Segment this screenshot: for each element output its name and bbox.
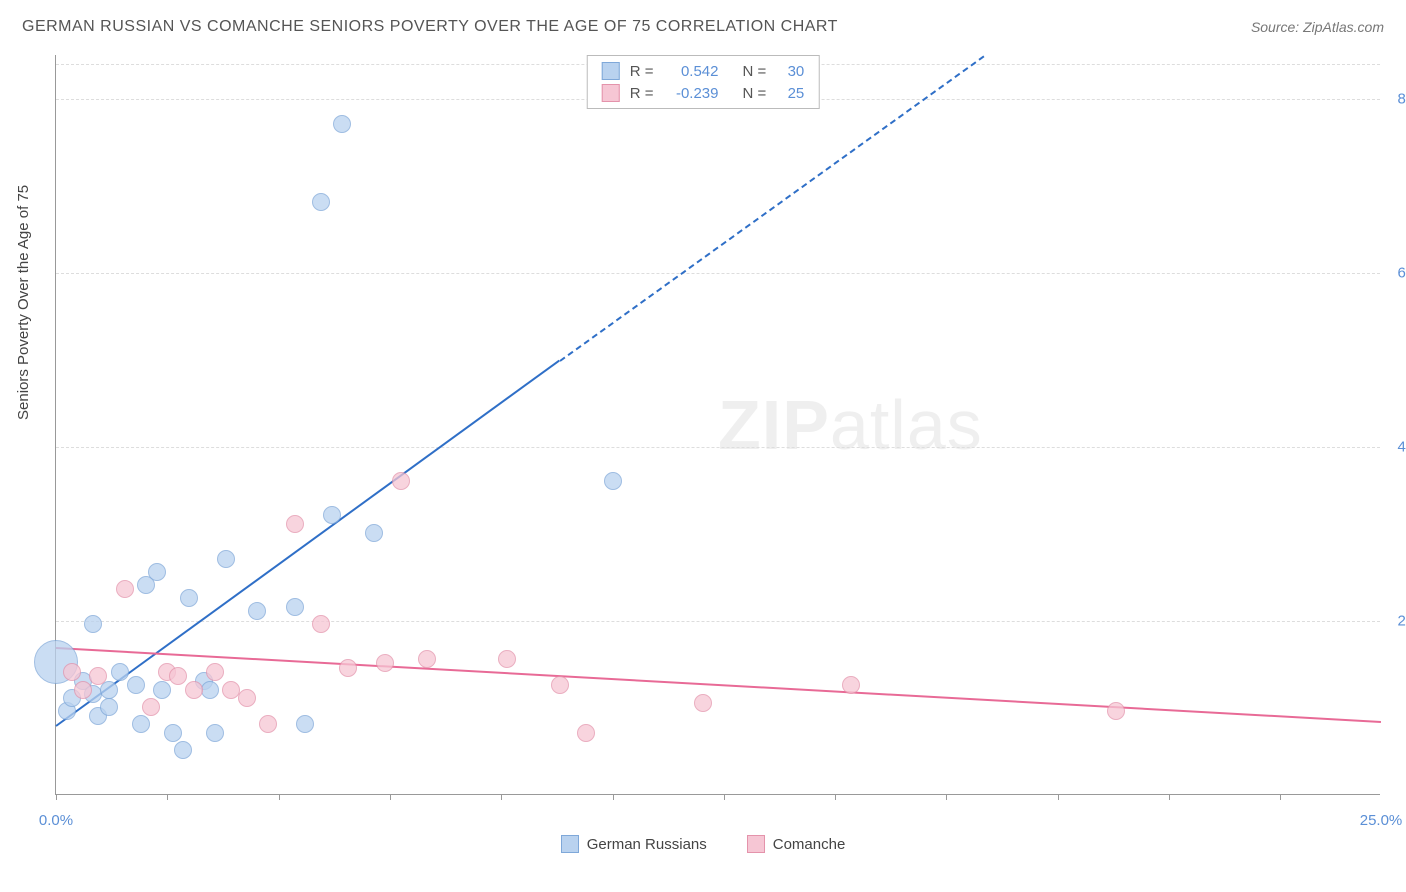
scatter-point	[248, 602, 266, 620]
scatter-point	[312, 615, 330, 633]
scatter-point	[286, 515, 304, 533]
ytick-label: 40.0%	[1385, 438, 1406, 455]
scatter-point	[392, 472, 410, 490]
scatter-point	[132, 715, 150, 733]
scatter-point	[169, 667, 187, 685]
xtick	[1058, 794, 1059, 800]
xtick	[946, 794, 947, 800]
ytick-label: 60.0%	[1385, 264, 1406, 281]
corr-r-value: -0.239	[664, 85, 719, 102]
ytick-label: 80.0%	[1385, 90, 1406, 107]
y-axis-label: Seniors Poverty Over the Age of 75	[15, 185, 32, 420]
scatter-point	[201, 681, 219, 699]
corr-r-label: R =	[630, 85, 654, 102]
xtick	[1169, 794, 1170, 800]
scatter-point	[174, 741, 192, 759]
scatter-point	[116, 580, 134, 598]
scatter-point	[100, 698, 118, 716]
scatter-point	[111, 663, 129, 681]
scatter-point	[339, 659, 357, 677]
scatter-point	[694, 694, 712, 712]
scatter-point	[185, 681, 203, 699]
legend-swatch	[561, 835, 579, 853]
correlation-row: R = -0.239 N = 25	[602, 82, 805, 104]
xtick	[501, 794, 502, 800]
scatter-point	[1107, 702, 1125, 720]
scatter-point	[127, 676, 145, 694]
scatter-point	[312, 193, 330, 211]
scatter-point	[238, 689, 256, 707]
scatter-point	[604, 472, 622, 490]
scatter-point	[323, 506, 341, 524]
corr-n-value: 30	[776, 63, 804, 80]
gridline	[56, 273, 1380, 274]
legend-item: German Russians	[561, 835, 707, 853]
corr-n-value: 25	[776, 85, 804, 102]
scatter-point	[89, 667, 107, 685]
regression-line	[56, 647, 1381, 723]
scatter-point	[498, 650, 516, 668]
correlation-legend: R = 0.542 N = 30 R = -0.239 N = 25	[587, 55, 820, 109]
xtick-label: 25.0%	[1360, 812, 1403, 829]
watermark-light: atlas	[830, 386, 983, 464]
xtick	[1280, 794, 1281, 800]
xtick	[613, 794, 614, 800]
scatter-point	[206, 663, 224, 681]
corr-r-label: R =	[630, 63, 654, 80]
scatter-point	[365, 524, 383, 542]
scatter-point	[217, 550, 235, 568]
scatter-point	[84, 615, 102, 633]
scatter-point	[551, 676, 569, 694]
corr-n-label: N =	[743, 85, 767, 102]
ytick-label: 20.0%	[1385, 612, 1406, 629]
scatter-point	[333, 115, 351, 133]
corr-n-label: N =	[743, 63, 767, 80]
legend-swatch	[602, 84, 620, 102]
chart-source: Source: ZipAtlas.com	[1251, 19, 1384, 35]
gridline	[56, 447, 1380, 448]
legend-label: German Russians	[587, 836, 707, 853]
chart-header: GERMAN RUSSIAN VS COMANCHE SENIORS POVER…	[22, 18, 1384, 36]
scatter-point	[286, 598, 304, 616]
xtick-label: 0.0%	[39, 812, 73, 829]
legend-label: Comanche	[773, 836, 846, 853]
series-legend: German Russians Comanche	[0, 835, 1406, 853]
scatter-point	[296, 715, 314, 733]
scatter-point	[148, 563, 166, 581]
gridline	[56, 621, 1380, 622]
scatter-point	[153, 681, 171, 699]
scatter-point	[418, 650, 436, 668]
scatter-point	[180, 589, 198, 607]
xtick	[167, 794, 168, 800]
scatter-point	[63, 663, 81, 681]
xtick	[279, 794, 280, 800]
xtick	[835, 794, 836, 800]
xtick	[56, 794, 57, 800]
scatter-point	[842, 676, 860, 694]
scatter-point	[376, 654, 394, 672]
correlation-row: R = 0.542 N = 30	[602, 60, 805, 82]
chart-title: GERMAN RUSSIAN VS COMANCHE SENIORS POVER…	[22, 18, 838, 36]
xtick	[390, 794, 391, 800]
scatter-point	[206, 724, 224, 742]
legend-item: Comanche	[747, 835, 846, 853]
watermark-bold: ZIP	[718, 386, 830, 464]
scatter-point	[577, 724, 595, 742]
corr-r-value: 0.542	[664, 63, 719, 80]
plot-area: ZIPatlas 20.0%40.0%60.0%80.0%0.0%25.0%	[55, 55, 1380, 795]
legend-swatch	[747, 835, 765, 853]
legend-swatch	[602, 62, 620, 80]
scatter-point	[142, 698, 160, 716]
xtick	[724, 794, 725, 800]
scatter-point	[164, 724, 182, 742]
scatter-point	[259, 715, 277, 733]
scatter-point	[74, 681, 92, 699]
watermark: ZIPatlas	[718, 385, 983, 465]
